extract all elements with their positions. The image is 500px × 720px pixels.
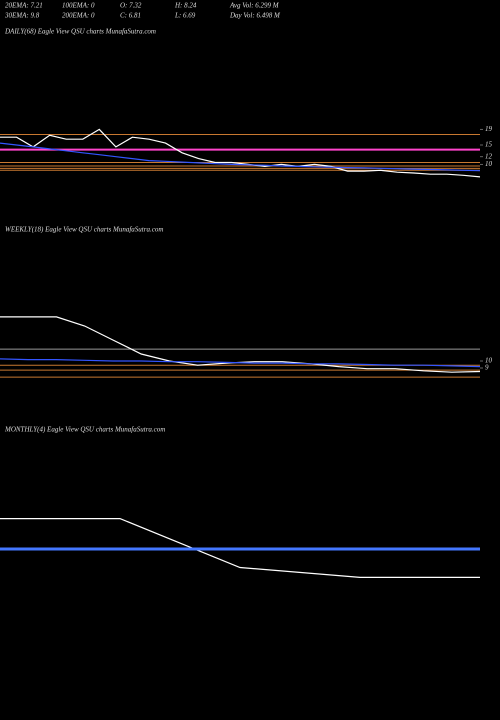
header-stat: C: 6.81 [120, 12, 141, 20]
y-tick-label: 10 [485, 357, 493, 365]
price-line [0, 517, 480, 579]
price-line [0, 316, 481, 373]
y-tick-label: 9 [485, 364, 489, 372]
price-line [0, 128, 481, 178]
header-stat: Day Vol: 6.498 M [229, 12, 281, 20]
header-stat: O: 7.32 [120, 2, 142, 10]
y-tick-label: 10 [485, 160, 493, 168]
header-stat: 200EMA: 0 [62, 12, 95, 20]
y-tick-label: 19 [485, 125, 493, 133]
header-stat: H: 8.24 [174, 2, 197, 10]
y-tick-label: 15 [485, 141, 493, 149]
panel-title: WEEKLY(18) Eagle View QSU charts MunafaS… [5, 226, 163, 234]
price-line [0, 142, 481, 172]
header-stat: 20EMA: 7.21 [5, 2, 43, 10]
panel-title: MONTHLY(4) Eagle View QSU charts MunafaS… [4, 426, 165, 434]
header-stat: 100EMA: 0 [62, 2, 95, 10]
header-stat: 30EMA: 9.8 [4, 12, 40, 20]
header-stat: Avg Vol: 6.299 M [229, 2, 280, 10]
price-line [0, 358, 481, 368]
header-stat: L: 6.69 [174, 12, 196, 20]
y-tick-label: 12 [485, 152, 493, 160]
panel-title: DAILY(68) Eagle View QSU charts MunafaSu… [4, 28, 156, 36]
